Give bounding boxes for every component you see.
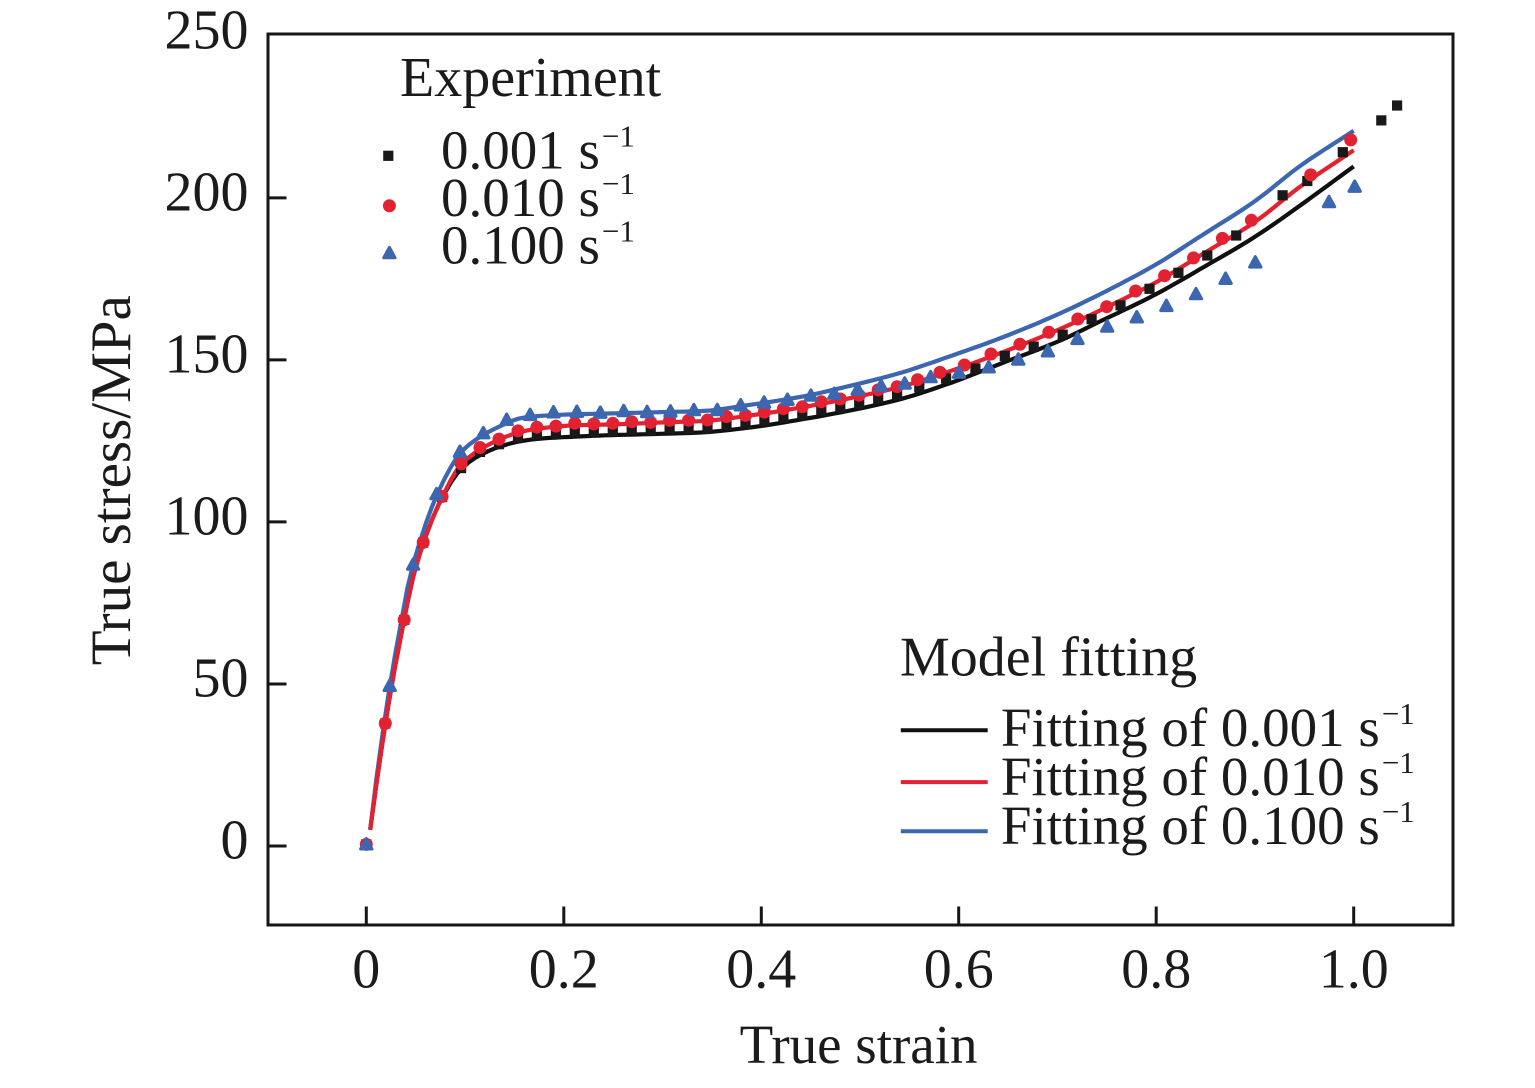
svg-text:Fitting of 0.001 s−1: Fitting of 0.001 s−1 — [1001, 696, 1415, 758]
svg-text:Model fitting: Model fitting — [900, 627, 1197, 689]
svg-text:0: 0 — [352, 939, 380, 1001]
svg-text:50: 50 — [193, 648, 249, 710]
svg-text:250: 250 — [165, 0, 249, 61]
svg-text:0.4: 0.4 — [726, 939, 796, 1001]
svg-text:100: 100 — [165, 485, 249, 547]
svg-text:0.2: 0.2 — [529, 939, 599, 1001]
svg-text:Experiment: Experiment — [400, 47, 662, 109]
svg-text:0.010 s−1: 0.010 s−1 — [441, 166, 635, 228]
svg-text:Fitting of 0.100 s−1: Fitting of 0.100 s−1 — [1001, 794, 1415, 856]
svg-text:0.6: 0.6 — [924, 939, 994, 1001]
svg-text:150: 150 — [165, 323, 249, 385]
svg-text:True stress/MPa: True stress/MPa — [80, 295, 143, 665]
svg-text:1.0: 1.0 — [1319, 939, 1389, 1001]
svg-text:0.8: 0.8 — [1121, 939, 1191, 1001]
svg-text:0: 0 — [221, 810, 249, 872]
svg-text:Fitting of 0.010 s−1: Fitting of 0.010 s−1 — [1001, 745, 1415, 807]
svg-text:200: 200 — [165, 161, 249, 223]
svg-text:0.100 s−1: 0.100 s−1 — [441, 214, 635, 276]
svg-text:True strain: True strain — [740, 1014, 978, 1075]
